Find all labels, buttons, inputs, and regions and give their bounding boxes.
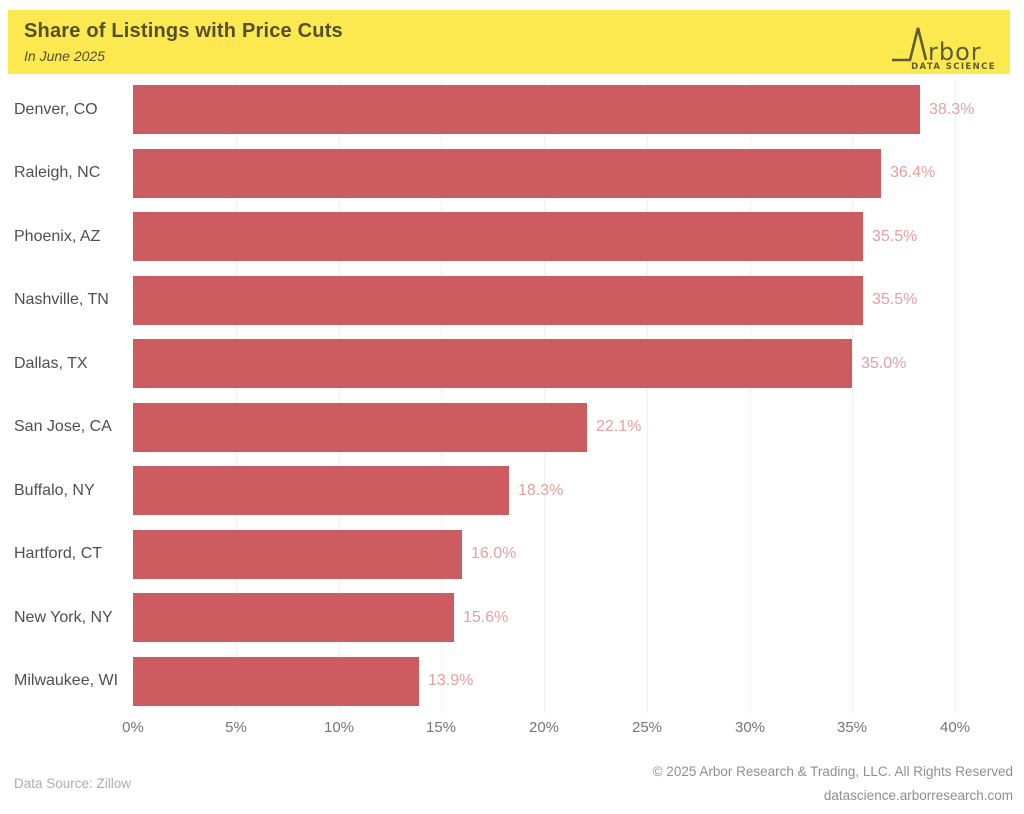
bar-row: Nashville, TN 35.5% bbox=[0, 269, 1024, 333]
x-axis-tick-label: 25% bbox=[631, 719, 663, 736]
gridline bbox=[339, 78, 340, 714]
bar bbox=[133, 466, 509, 516]
x-axis-tick-label: 10% bbox=[323, 719, 355, 736]
bar bbox=[133, 656, 419, 706]
bar bbox=[133, 85, 920, 135]
value-label: 35.0% bbox=[861, 354, 907, 372]
bar-row: Milwaukee, WI 13.9% bbox=[0, 650, 1024, 714]
category-label: Denver, CO bbox=[14, 100, 98, 118]
svg-text:rbor: rbor bbox=[928, 38, 982, 66]
bar bbox=[133, 148, 881, 198]
bar-row: Denver, CO 38.3% bbox=[0, 78, 1024, 142]
footer: Data Source: Zillow © 2025 Arbor Researc… bbox=[14, 760, 1013, 807]
bar-row: Phoenix, AZ 35.5% bbox=[0, 205, 1024, 269]
bar-row: Raleigh, NC 36.4% bbox=[0, 142, 1024, 206]
value-label: 18.3% bbox=[518, 481, 564, 499]
value-label: 38.3% bbox=[929, 100, 975, 118]
gridlines bbox=[133, 78, 956, 714]
value-label: 35.5% bbox=[872, 227, 918, 245]
arbor-logo-icon: rbor DATA SCIENCE bbox=[892, 27, 996, 70]
bar bbox=[133, 593, 454, 643]
category-label: Buffalo, NY bbox=[14, 481, 95, 499]
gridline bbox=[441, 78, 442, 714]
website-text: datascience.arborresearch.com bbox=[823, 787, 1013, 803]
gridline bbox=[750, 78, 751, 714]
category-label: Milwaukee, WI bbox=[14, 672, 119, 690]
x-axis: 0% 5% 10% 15% 20% 25% 30% 35% 40% bbox=[122, 719, 970, 749]
bar-rows: Denver, CO 38.3% Raleigh, NC 36.4% Phoenix, … bbox=[0, 78, 1024, 713]
x-axis-tick-label: 5% bbox=[225, 719, 247, 736]
footer-right: © 2025 Arbor Research & Trading, LLC. Al… bbox=[653, 760, 1013, 807]
bar-row: San Jose, CA 22.1% bbox=[0, 396, 1024, 460]
category-label: Raleigh, NC bbox=[14, 164, 101, 182]
bar-chart: Denver, CO 38.3% Raleigh, NC 36.4% Phoenix, … bbox=[0, 78, 1024, 738]
category-label: Phoenix, AZ bbox=[14, 227, 101, 245]
category-label: Dallas, TX bbox=[14, 354, 88, 372]
gridline bbox=[852, 78, 853, 714]
category-label: New York, NY bbox=[14, 608, 113, 626]
gridline bbox=[236, 78, 237, 714]
page-subtitle: In June 2025 bbox=[24, 48, 105, 64]
bar-row: Dallas, TX 35.0% bbox=[0, 332, 1024, 396]
x-axis-tick-label: 0% bbox=[122, 719, 144, 736]
bar-row: Buffalo, NY 18.3% bbox=[0, 459, 1024, 523]
x-axis-tick-label: 30% bbox=[734, 719, 766, 736]
page-title: Share of Listings with Price Cuts bbox=[24, 20, 343, 42]
value-label: 22.1% bbox=[596, 418, 642, 436]
x-axis-tick-label: 15% bbox=[425, 719, 457, 736]
copyright-text: © 2025 Arbor Research & Trading, LLC. Al… bbox=[652, 764, 1013, 779]
bar-row: Hartford, CT 16.0% bbox=[0, 523, 1024, 587]
bar bbox=[133, 402, 587, 452]
category-label: San Jose, CA bbox=[14, 418, 112, 436]
value-label: 36.4% bbox=[890, 164, 936, 182]
category-label: Nashville, TN bbox=[14, 291, 109, 309]
gridline bbox=[647, 78, 648, 714]
value-label: 16.0% bbox=[471, 545, 517, 563]
bar bbox=[133, 339, 852, 389]
x-axis-tick-label: 20% bbox=[528, 719, 560, 736]
x-axis-tick-label: 40% bbox=[939, 719, 971, 736]
x-axis-tick-label: 35% bbox=[836, 719, 868, 736]
bar bbox=[133, 212, 863, 262]
bar-row: New York, NY 15.6% bbox=[0, 586, 1024, 650]
bar bbox=[133, 275, 863, 325]
svg-text:DATA SCIENCE: DATA SCIENCE bbox=[911, 62, 996, 70]
value-label: 13.9% bbox=[428, 672, 474, 690]
category-label: Hartford, CT bbox=[14, 545, 103, 563]
gridline bbox=[544, 78, 545, 714]
data-source-note: Data Source: Zillow bbox=[14, 776, 132, 792]
value-label: 15.6% bbox=[463, 608, 509, 626]
value-label: 35.5% bbox=[872, 291, 918, 309]
header-band: Share of Listings with Price Cuts In Jun… bbox=[8, 10, 1010, 74]
bar bbox=[133, 529, 462, 579]
gridline bbox=[955, 78, 956, 714]
